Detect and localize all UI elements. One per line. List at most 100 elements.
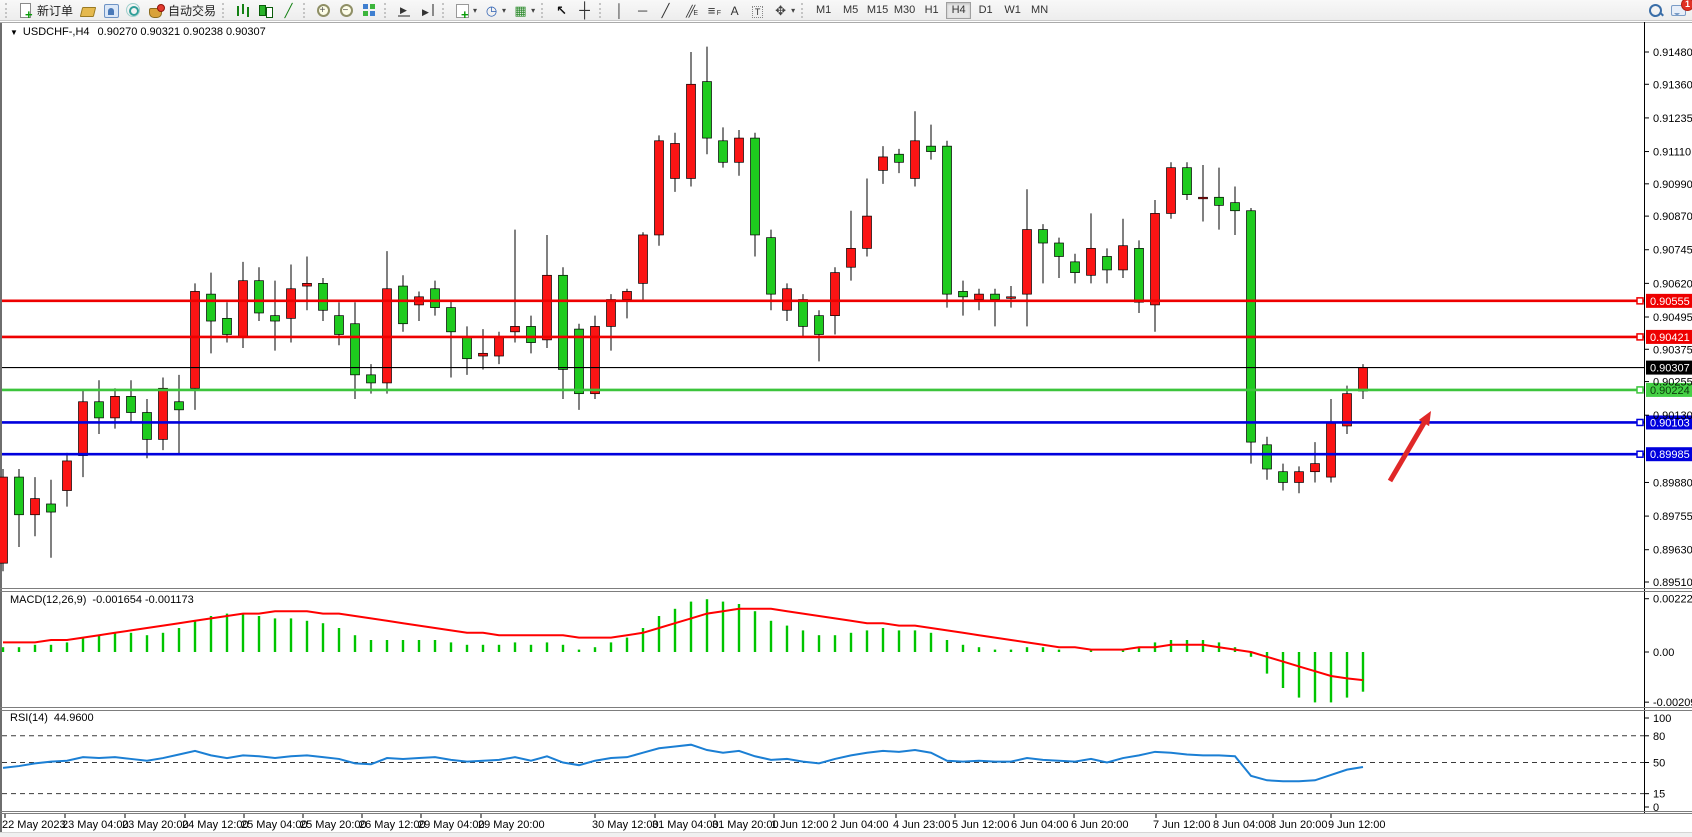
- line-chart-button[interactable]: [277, 1, 300, 20]
- timeframe-button-h4[interactable]: H4: [946, 2, 971, 19]
- candle-body[interactable]: [175, 402, 184, 410]
- dropdown-caret-icon[interactable]: ▾: [502, 6, 506, 15]
- timeframe-button-m5[interactable]: M5: [838, 2, 863, 19]
- candle-body[interactable]: [63, 461, 72, 491]
- candle-body[interactable]: [767, 238, 776, 294]
- candle-body[interactable]: [783, 289, 792, 311]
- search-button[interactable]: [1644, 1, 1667, 20]
- candle-body[interactable]: [1263, 445, 1272, 469]
- candle-body[interactable]: [639, 235, 648, 283]
- candle-body[interactable]: [79, 402, 88, 456]
- candle-body[interactable]: [847, 248, 856, 267]
- arrows-button[interactable]: ▾: [769, 1, 798, 20]
- dropdown-caret-icon[interactable]: ▾: [531, 6, 535, 15]
- candle-body[interactable]: [495, 337, 504, 356]
- candle-body[interactable]: [207, 294, 216, 321]
- candle-body[interactable]: [255, 281, 264, 313]
- candle-body[interactable]: [575, 329, 584, 394]
- chart-window[interactable]: ▼ USDCHF-,H4 0.90270 0.90321 0.90238 0.9…: [0, 22, 1692, 837]
- dropdown-caret-icon[interactable]: ▾: [791, 6, 795, 15]
- zoom-in-button[interactable]: [312, 1, 335, 20]
- tile-windows-button[interactable]: [358, 1, 381, 20]
- chart-menu-icon[interactable]: ▼: [10, 28, 18, 37]
- candle-body[interactable]: [479, 353, 488, 356]
- candle-body[interactable]: [623, 291, 632, 299]
- candle-body[interactable]: [0, 477, 8, 563]
- timeframe-button-mn[interactable]: MN: [1027, 2, 1052, 19]
- candle-body[interactable]: [703, 82, 712, 138]
- candle-body[interactable]: [511, 326, 520, 331]
- template-button[interactable]: ▾: [509, 1, 538, 20]
- candle-body[interactable]: [271, 316, 280, 321]
- text-button[interactable]: [723, 1, 746, 20]
- candlestick-chart-button[interactable]: [254, 1, 277, 20]
- candle-body[interactable]: [1295, 472, 1304, 483]
- candle-body[interactable]: [399, 286, 408, 324]
- timeframe-button-w1[interactable]: W1: [1000, 2, 1025, 19]
- candle-body[interactable]: [143, 413, 152, 440]
- candle-body[interactable]: [1215, 197, 1224, 205]
- candle-body[interactable]: [959, 291, 968, 296]
- candle-body[interactable]: [1231, 203, 1240, 211]
- candle-body[interactable]: [543, 275, 552, 340]
- candle-body[interactable]: [799, 300, 808, 327]
- candle-body[interactable]: [1007, 297, 1016, 299]
- candle-body[interactable]: [159, 388, 168, 439]
- candle-body[interactable]: [1119, 246, 1128, 270]
- chart-header[interactable]: ▼ USDCHF-,H4 0.90270 0.90321 0.90238 0.9…: [10, 26, 274, 38]
- bar-chart-button[interactable]: [231, 1, 254, 20]
- candle-body[interactable]: [127, 396, 136, 412]
- candle-body[interactable]: [463, 337, 472, 359]
- candle-body[interactable]: [191, 291, 200, 388]
- candle-body[interactable]: [1311, 464, 1320, 472]
- notification-badge[interactable]: 1: [1681, 0, 1692, 11]
- trend-arrow-annotation[interactable]: [1390, 420, 1426, 481]
- timeframe-button-h1[interactable]: H1: [919, 2, 944, 19]
- trendline-button[interactable]: [654, 1, 677, 20]
- market-watch-button[interactable]: [99, 1, 122, 20]
- candle-body[interactable]: [1183, 168, 1192, 195]
- autotrading-button[interactable]: 自动交易: [145, 1, 219, 20]
- candle-body[interactable]: [927, 146, 936, 151]
- candle-body[interactable]: [607, 300, 616, 327]
- signals-button[interactable]: [122, 1, 145, 20]
- candle-body[interactable]: [735, 138, 744, 162]
- candle-body[interactable]: [1023, 230, 1032, 295]
- timeframe-button-m15[interactable]: M15: [865, 2, 890, 19]
- candle-body[interactable]: [1087, 248, 1096, 275]
- candle-body[interactable]: [1279, 472, 1288, 483]
- candle-body[interactable]: [1199, 197, 1208, 199]
- cursor-button[interactable]: [550, 1, 573, 20]
- chat-button[interactable]: 1: [1667, 1, 1690, 20]
- crosshair-button[interactable]: [573, 1, 596, 20]
- candle-body[interactable]: [1343, 394, 1352, 426]
- candle-body[interactable]: [95, 402, 104, 418]
- fibonacci-button[interactable]: [700, 1, 723, 20]
- candle-body[interactable]: [863, 216, 872, 248]
- candle-body[interactable]: [319, 283, 328, 310]
- candle-body[interactable]: [751, 138, 760, 235]
- candle-body[interactable]: [223, 318, 232, 334]
- candle-body[interactable]: [943, 146, 952, 294]
- candle-body[interactable]: [911, 141, 920, 179]
- candle-body[interactable]: [1327, 423, 1336, 477]
- timeframe-button-m30[interactable]: M30: [892, 2, 917, 19]
- candle-body[interactable]: [527, 326, 536, 342]
- candle-body[interactable]: [879, 157, 888, 170]
- candle-body[interactable]: [1071, 262, 1080, 273]
- candle-body[interactable]: [335, 316, 344, 335]
- chart-shift-button[interactable]: [416, 1, 439, 20]
- chart-canvas[interactable]: 0.905550.904210.903070.902240.901030.899…: [0, 22, 1692, 837]
- zoom-out-button[interactable]: [335, 1, 358, 20]
- dropdown-caret-icon[interactable]: ▾: [473, 6, 477, 15]
- candle-body[interactable]: [1359, 368, 1368, 391]
- candle-body[interactable]: [287, 289, 296, 319]
- candle-body[interactable]: [431, 289, 440, 308]
- candle-body[interactable]: [367, 375, 376, 383]
- new-order-button[interactable]: 新订单: [14, 1, 76, 20]
- candle-body[interactable]: [31, 499, 40, 515]
- candle-body[interactable]: [1151, 213, 1160, 304]
- candle-body[interactable]: [1039, 230, 1048, 243]
- candle-body[interactable]: [1055, 243, 1064, 256]
- candle-body[interactable]: [15, 477, 24, 515]
